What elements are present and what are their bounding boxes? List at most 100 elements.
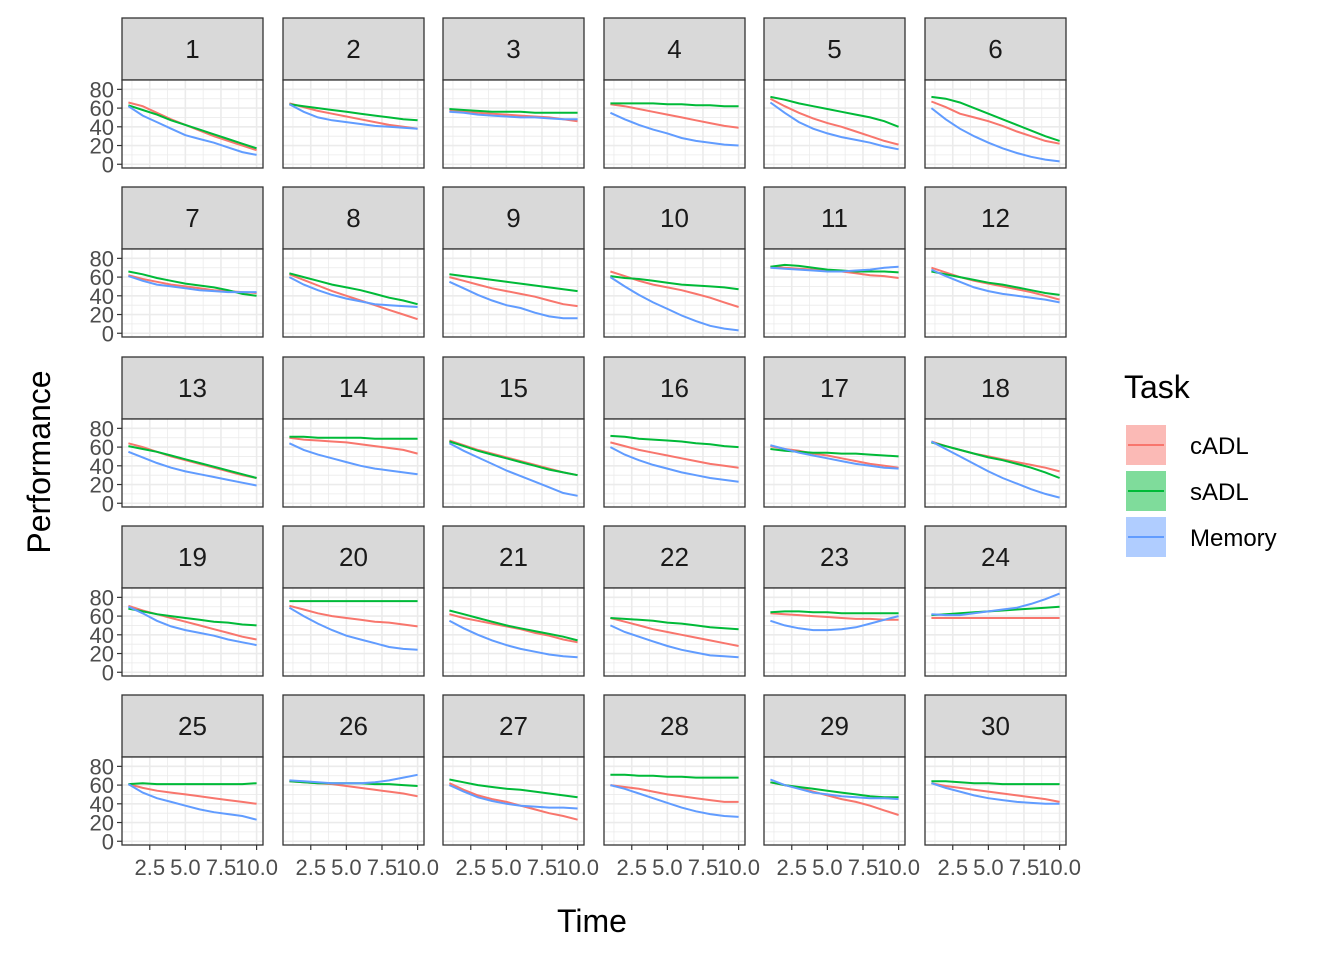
series-line-memory <box>609 624 739 659</box>
facet-panel-1: 1 <box>121 17 264 169</box>
series-line-sadl <box>770 95 899 128</box>
facet-panel-11: 11 <box>763 186 906 338</box>
series-line-memory <box>288 276 418 308</box>
series-line-memory <box>127 783 257 821</box>
facet-panel-20: 20 <box>282 525 425 677</box>
y-tick-label: 80 <box>90 416 114 441</box>
facet-strip <box>763 525 906 589</box>
x-tick-label: 7.5 <box>688 855 719 880</box>
facet-strip <box>924 356 1067 420</box>
facet-strip-label: 30 <box>981 711 1010 741</box>
facet-plot-area <box>764 249 905 337</box>
facet-strip <box>282 17 425 81</box>
y-tick-label: 20 <box>90 303 114 328</box>
facet-plot-area <box>283 588 424 676</box>
gridlines <box>443 80 584 168</box>
series-line-memory <box>931 592 1060 617</box>
facet-strip-label: 20 <box>339 542 368 572</box>
facet-border <box>121 418 264 508</box>
facet-panel-14: 14 <box>282 356 425 508</box>
series-line-sadl <box>770 610 899 615</box>
facet-strip <box>924 186 1067 250</box>
series-line-memory <box>770 444 899 470</box>
facet-border <box>442 248 585 338</box>
facet-border <box>121 79 264 169</box>
facet-plot-area <box>764 588 905 676</box>
y-tick-label: 20 <box>90 134 114 159</box>
facet-panel-13: 13 <box>121 356 264 508</box>
series-line-sadl <box>449 778 578 799</box>
facet-panel-30: 30 <box>924 694 1067 846</box>
facet-plot-area <box>283 249 424 337</box>
x-axis-title: Time <box>557 903 627 939</box>
facet-strip <box>763 17 906 81</box>
facet-strip-label: 27 <box>499 711 528 741</box>
x-tick-label: 10.0 <box>1038 855 1081 880</box>
x-tick-label: 10.0 <box>717 855 760 880</box>
facet-plot-area <box>604 419 745 507</box>
series-line-sadl <box>770 263 899 274</box>
facet-border <box>282 418 425 508</box>
legend-item-sadl: sADL <box>1126 471 1249 511</box>
facet-panel-27: 27 <box>442 694 585 846</box>
y-tick-label: 60 <box>90 773 114 798</box>
x-tick-label: 2.5 <box>616 855 647 880</box>
y-tick-label: 20 <box>90 473 114 498</box>
facet-border <box>282 756 425 846</box>
facet-panel-17: 17 <box>763 356 906 508</box>
series-line-sadl <box>449 609 578 642</box>
y-tick-label: 60 <box>90 265 114 290</box>
legend-label: Memory <box>1190 525 1277 552</box>
series-line-memory <box>610 784 739 818</box>
facet-strip-label: 13 <box>178 373 207 403</box>
facet-plot-area <box>604 249 745 337</box>
facet-panel-21: 21 <box>442 525 585 677</box>
series-line-memory <box>448 280 578 320</box>
series-line-memory <box>770 265 899 273</box>
gridlines <box>604 80 745 168</box>
facet-border <box>924 79 1067 169</box>
facet-strip <box>442 525 585 589</box>
y-tick-label: 20 <box>90 811 114 836</box>
series-line-cadl <box>128 783 257 805</box>
series-line-memory <box>288 606 418 651</box>
facet-strip-label: 22 <box>660 542 689 572</box>
facet-plot-area <box>764 419 905 507</box>
x-axis: 2.5 5.0 7.510.0 2.5 5.0 7.510.0 2.5 5.0 7.510.0 2… <box>134 845 1081 880</box>
series-line-memory <box>448 442 578 497</box>
facet-border <box>121 587 264 677</box>
facet-strip-label: 4 <box>667 34 681 64</box>
facet-border <box>603 248 746 338</box>
gridlines <box>925 757 1066 845</box>
facet-border <box>763 79 906 169</box>
legend-title: Task <box>1124 369 1191 405</box>
x-tick-label: 5.0 <box>973 855 1004 880</box>
facet-panel-28: 28 <box>603 694 746 846</box>
gridlines <box>764 588 905 676</box>
series-line-memory <box>930 268 1060 304</box>
series-line-memory <box>288 442 418 476</box>
series-line-sadl <box>289 272 418 306</box>
facet-panel-19: 19 <box>121 525 264 677</box>
x-tick-label: 7.5 <box>527 855 558 880</box>
y-tick-label: 0 <box>102 321 114 346</box>
series-line-sadl <box>931 95 1060 142</box>
x-tick-label: 5.0 <box>491 855 522 880</box>
facet-plot-area <box>764 757 905 845</box>
facet-strip <box>763 356 906 420</box>
y-tick-label: 0 <box>102 491 114 516</box>
series-line-memory <box>448 784 578 810</box>
series-line-sadl <box>931 270 1060 296</box>
gridlines <box>925 80 1066 168</box>
series-line-sadl <box>128 607 257 627</box>
facet-plot-area <box>122 80 263 168</box>
series-line-cadl <box>769 97 899 146</box>
facet-strip-label: 16 <box>660 373 689 403</box>
y-tick-label: 80 <box>90 246 114 271</box>
y-tick-label: 60 <box>90 604 114 629</box>
facet-strip-label: 3 <box>506 34 520 64</box>
facet-strip <box>121 17 264 81</box>
x-tick-label: 7.5 <box>206 855 237 880</box>
